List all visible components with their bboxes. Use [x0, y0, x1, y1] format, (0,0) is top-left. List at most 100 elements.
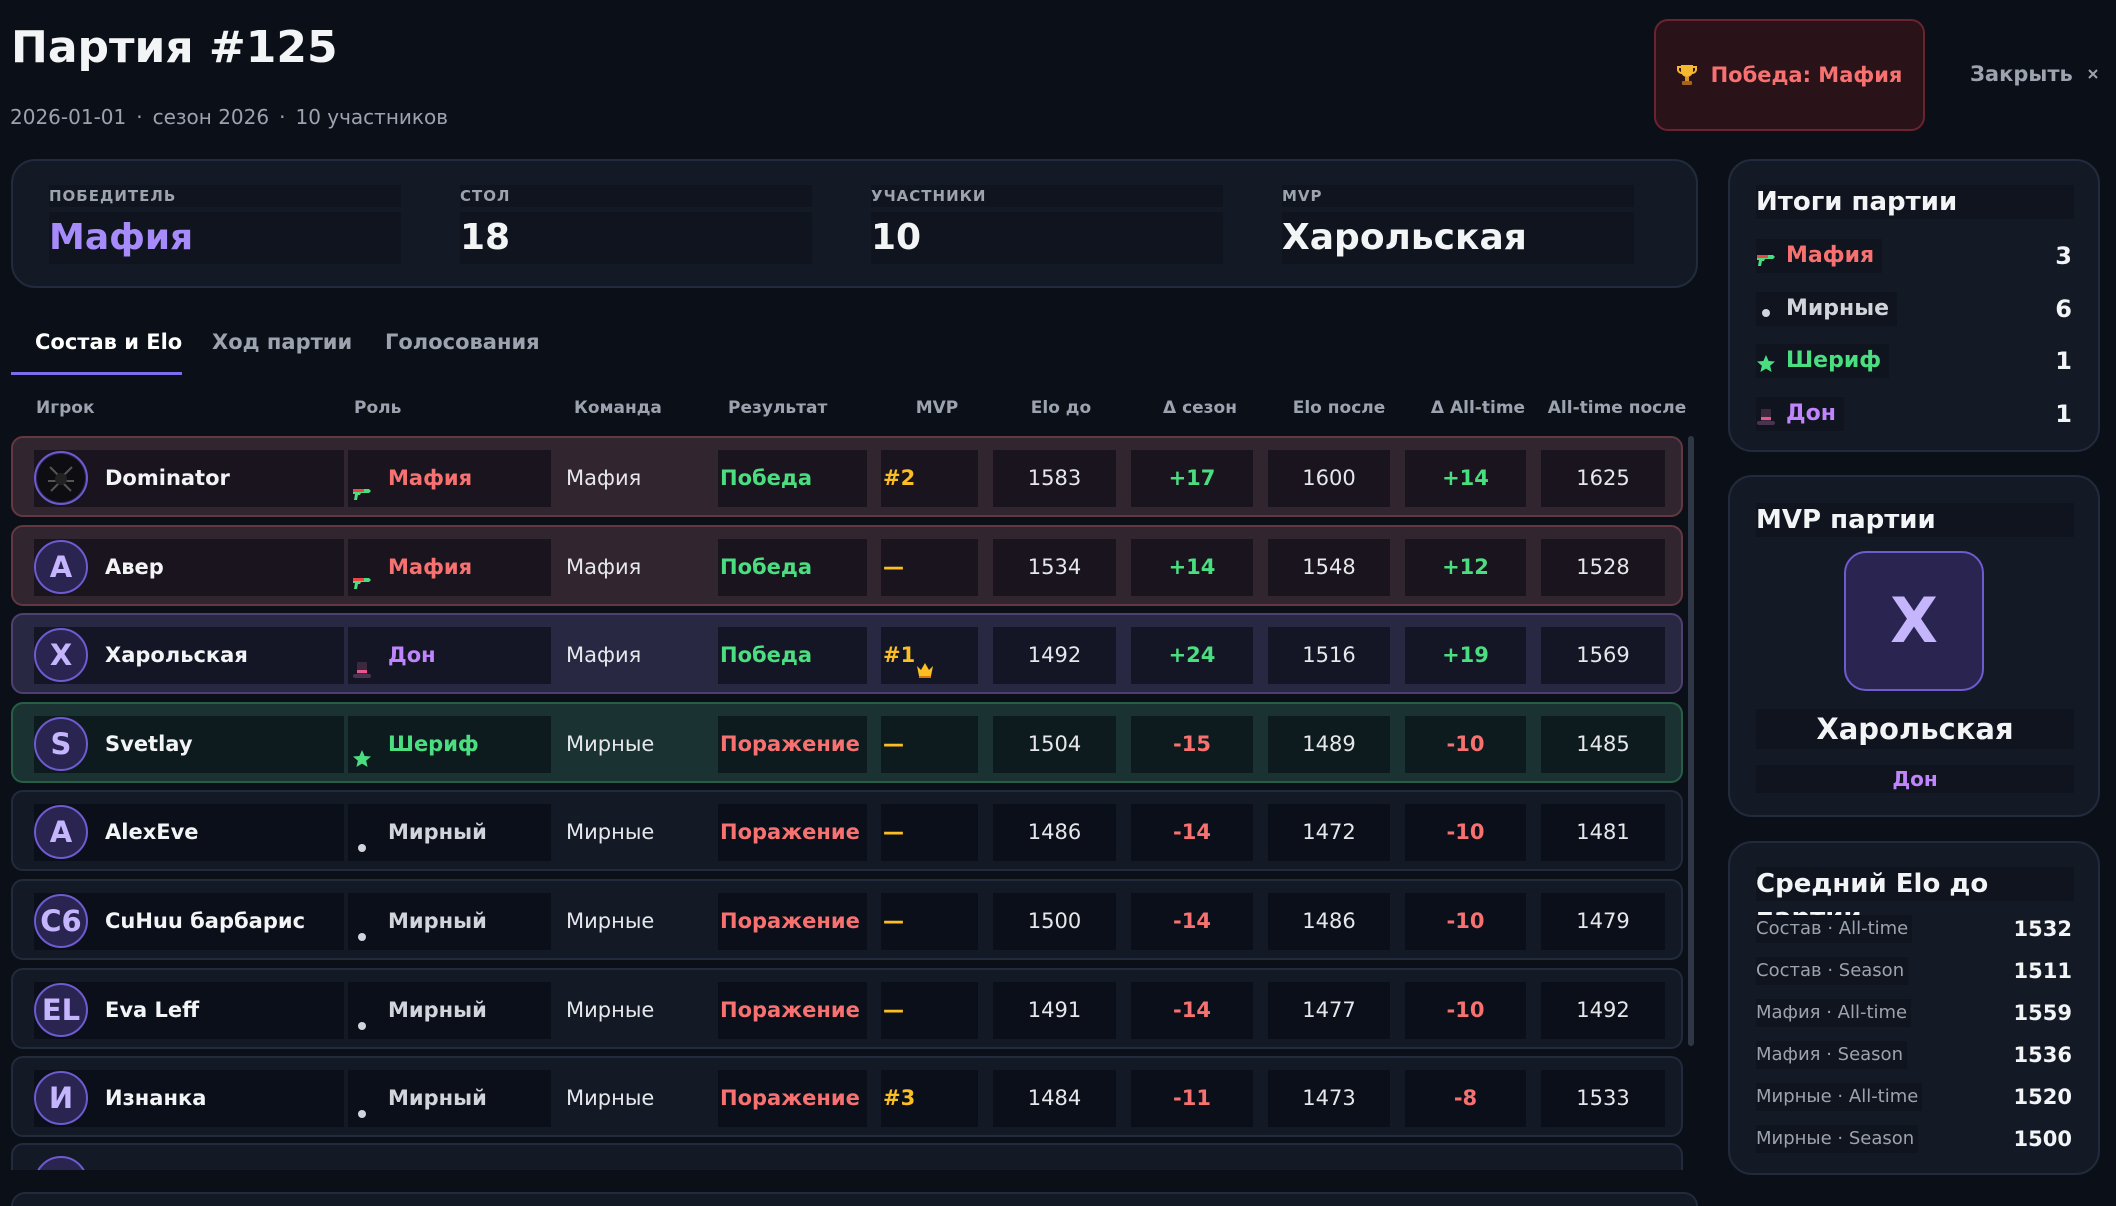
result-text: Поражение [720, 820, 860, 845]
mvp-text: — [883, 997, 904, 1022]
mvp-cell: #3 [881, 1070, 978, 1128]
gun-icon [353, 489, 371, 500]
tab[interactable]: Ход партии [212, 330, 353, 354]
player-name: AlexEve [105, 820, 199, 845]
d_season-cell: -15 [1131, 715, 1253, 773]
role-cell: Мафия [348, 450, 551, 507]
elo_before-text: 1500 [1027, 909, 1082, 933]
d_all-text: -10 [1446, 820, 1485, 845]
stats-card: ПОБЕДИТЕЛЬ Мафия СТОЛ 18 УЧАСТНИКИ 10 MVP Харол… [11, 159, 1698, 288]
summary-item: Шериф [1756, 344, 1890, 378]
summary-name: Мафия [1786, 243, 1875, 268]
gun-icon [353, 577, 371, 589]
summary-icon [1756, 246, 1776, 266]
team-cell: Мирные [564, 982, 704, 1039]
stat-value: Харольская [1282, 212, 1634, 264]
role-icon [352, 1088, 374, 1119]
player-name: Svetlay [105, 731, 193, 756]
avatar: EL [34, 982, 88, 1037]
team-cell: Мирные [564, 893, 704, 950]
role-text: Дон [388, 643, 436, 668]
team-cell: Мафия [564, 539, 704, 596]
result-cell: Победа [718, 450, 867, 507]
column-header: Роль [354, 398, 402, 418]
dot-icon [358, 1021, 366, 1030]
all_after-cell: 1481 [1541, 804, 1665, 862]
date: 2026-01-01 [10, 105, 127, 129]
elo_before-cell: 1583 [993, 450, 1116, 507]
summary-icon [1756, 404, 1776, 425]
player-name: Изнанка [105, 1086, 207, 1111]
role-cell: Шериф [348, 715, 551, 773]
table-row: X Харольская Дон Мафия Победа #1 1492 +24 1516 +1… [11, 613, 1683, 695]
player-name: Харольская [105, 643, 248, 668]
mvp-cell: — [881, 715, 978, 773]
elo_after-text: 1472 [1302, 820, 1356, 845]
avatar: A [34, 805, 88, 860]
tab[interactable]: Голосования [385, 330, 540, 354]
summary-value: 1 [2055, 399, 2072, 428]
avatar: S [34, 716, 88, 771]
avatar [34, 1156, 88, 1170]
result-cell: Победа [718, 627, 867, 685]
d_season-text: +24 [1168, 643, 1216, 668]
role-icon [352, 734, 374, 767]
mvp-role: Дон [1756, 765, 2074, 793]
avg-label: Состав · Season [1756, 957, 1909, 985]
crown [917, 663, 933, 679]
elo_after-text: 1486 [1302, 909, 1356, 933]
d_season-cell: -11 [1131, 1070, 1253, 1128]
team-cell: Мафия [564, 450, 704, 507]
row-partial [11, 1143, 1683, 1170]
all_after-text: 1479 [1576, 909, 1630, 933]
role-text: Мирный [388, 997, 487, 1022]
mvp-cell: — [881, 981, 978, 1039]
trophy-icon [1676, 65, 1697, 85]
avg-label: Мафия · Season [1756, 1041, 1907, 1069]
player-cell: A AlexEve [34, 804, 344, 862]
d_all-cell: +19 [1405, 627, 1526, 685]
sep: · [279, 105, 286, 129]
elo_before-text: 1492 [1027, 643, 1082, 668]
summary-item: Мирные [1756, 291, 1898, 326]
elo_after-cell: 1473 [1268, 1070, 1390, 1128]
table-row: A AlexEve Мирный Мирные Поражение — 1486 -14 147… [11, 790, 1683, 872]
summary-name: Мирные [1786, 295, 1890, 321]
d_all-cell: -10 [1405, 715, 1526, 773]
d_all-text: +12 [1442, 554, 1489, 579]
close-button[interactable]: Закрыть [1970, 62, 2099, 86]
d_season-cell: +14 [1131, 538, 1253, 596]
elo_after-text: 1600 [1302, 466, 1356, 490]
result-cell: Поражение [718, 715, 867, 773]
role-icon [352, 911, 374, 941]
title: Партия #125 [11, 22, 338, 73]
mvp-cell: — [881, 538, 978, 596]
avatar: X [34, 628, 88, 683]
team-cell: Мирные [564, 804, 704, 861]
all_after-text: 1625 [1576, 466, 1630, 490]
role-text: Мирный [388, 820, 487, 845]
all_after-text: 1569 [1576, 643, 1630, 668]
d_all-text: +14 [1442, 466, 1489, 490]
result-cell: Поражение [718, 981, 867, 1039]
d_all-cell: -8 [1405, 1070, 1526, 1128]
elo_before-text: 1583 [1027, 466, 1082, 490]
avg-value: 1500 [2013, 1127, 2072, 1151]
tab[interactable]: Состав и Elo [35, 330, 183, 354]
mvp-title: MVP партии [1756, 503, 2074, 537]
table-row: S Svetlay Шериф Мирные Поражение — 1504 -15 1489… [11, 701, 1683, 783]
role-cell: Мирный [348, 893, 551, 950]
all_after-text: 1533 [1576, 1086, 1630, 1111]
d_all-text: -10 [1446, 909, 1485, 933]
result-text: Поражение [720, 909, 860, 933]
all_after-cell: 1479 [1541, 893, 1665, 950]
result-cell: Победа [718, 538, 867, 596]
mvp-text: — [883, 731, 904, 756]
d_all-text: +19 [1442, 643, 1489, 668]
role-text: Мирный [388, 1086, 487, 1111]
table-row: A Авер Мафия Мафия Победа — 1534 +14 1548 +12 1528 [11, 524, 1683, 606]
elo_after-cell: 1516 [1268, 627, 1390, 685]
stat-label: ПОБЕДИТЕЛЬ [49, 185, 401, 207]
mvp-text: #2 [883, 466, 916, 490]
